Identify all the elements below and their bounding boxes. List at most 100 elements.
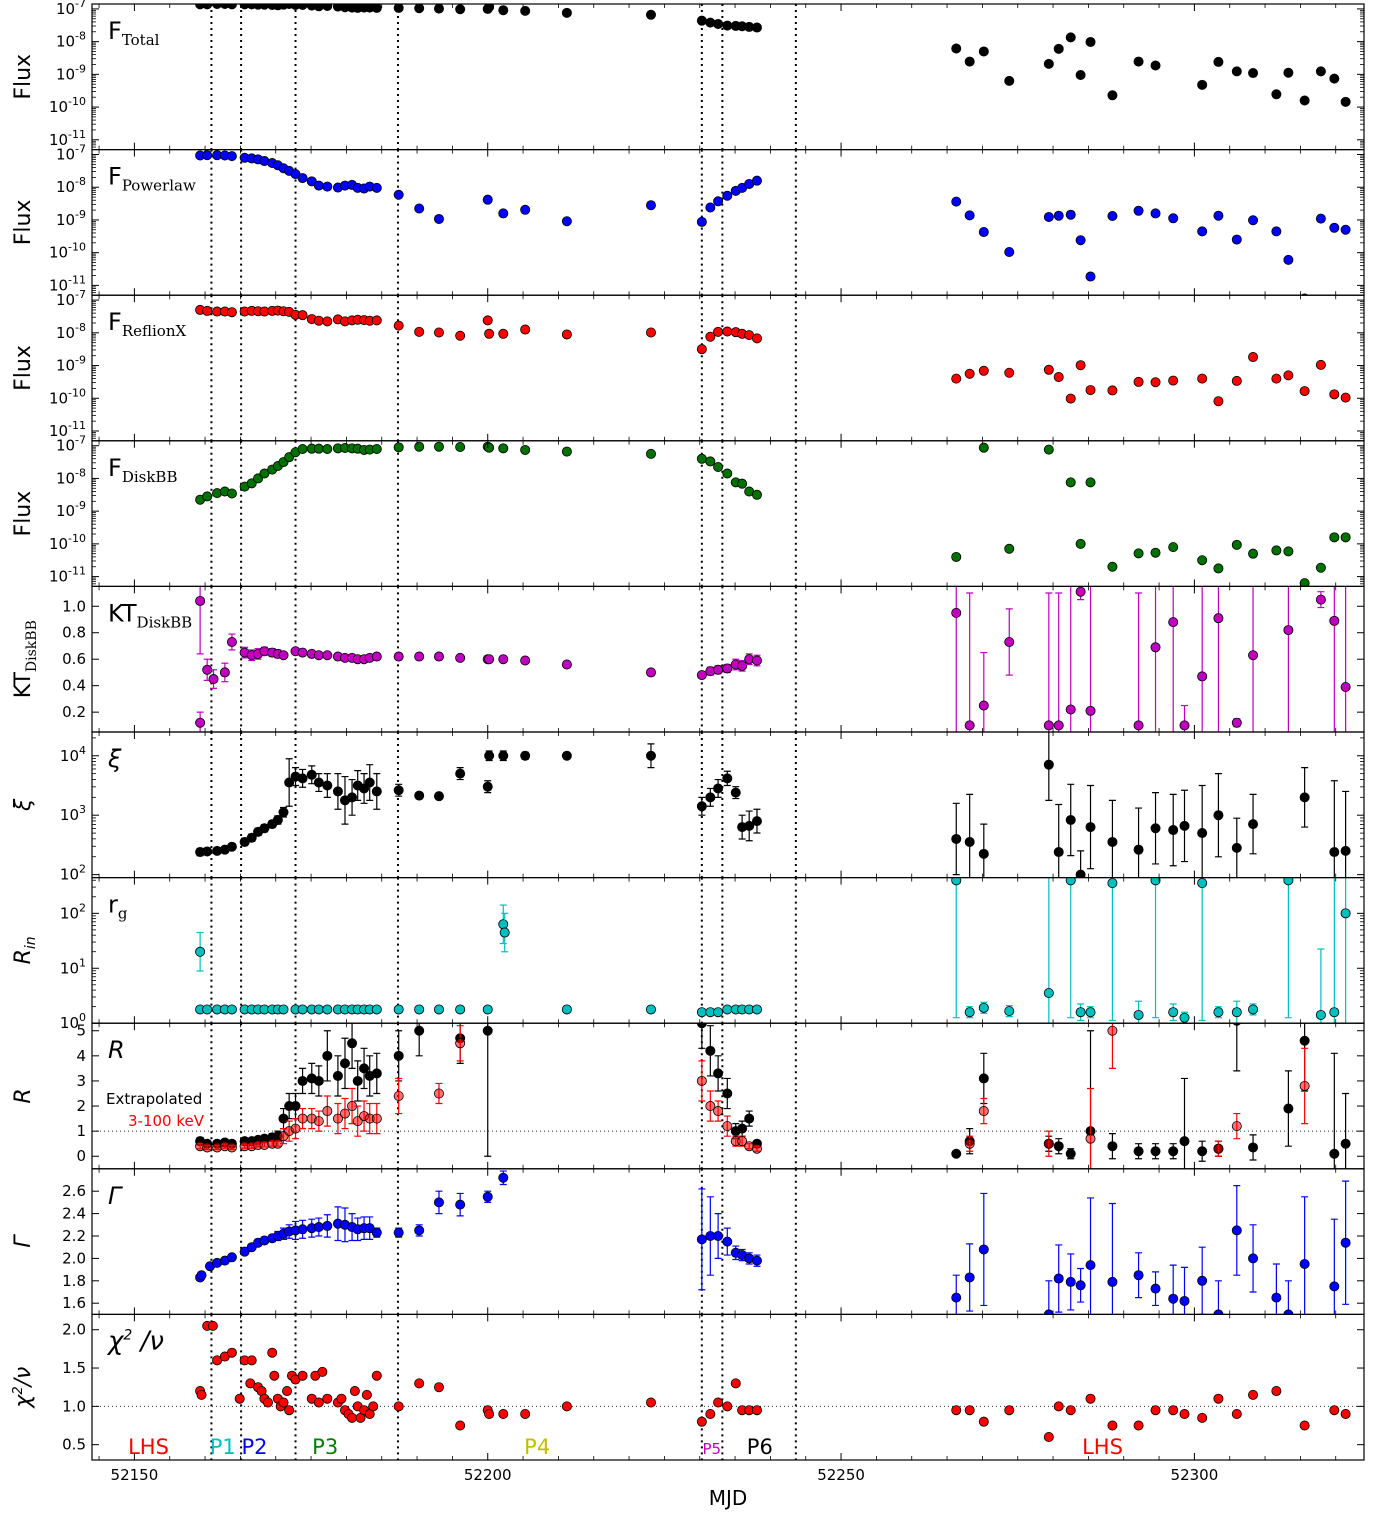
data-layer [195, 150, 1351, 296]
panel-annotation: FDiskBB [108, 454, 177, 486]
data-point [498, 328, 509, 339]
data-point [313, 180, 324, 191]
data-point [246, 1355, 257, 1366]
y-axis-label: Γ [11, 1234, 36, 1248]
data-point [1168, 1405, 1179, 1416]
data-point [393, 785, 404, 796]
y-axis-label: ξ [11, 798, 36, 812]
y-tick-label: 2.2 [62, 1227, 86, 1245]
data-point [339, 1108, 350, 1119]
data-point [322, 650, 333, 661]
data-point [964, 1272, 975, 1283]
y-tick-label: 104 [60, 744, 86, 765]
data-point [455, 1420, 466, 1431]
data-point [1340, 1409, 1351, 1420]
data-point [1085, 822, 1096, 833]
data-point [1329, 1148, 1340, 1159]
data-point [951, 1405, 962, 1416]
data-point [202, 150, 213, 161]
data-point [1075, 235, 1086, 246]
data-point [1043, 364, 1054, 375]
data-point [313, 1222, 324, 1233]
data-point [951, 877, 962, 886]
y-tick-label: 10-11 [49, 419, 86, 440]
panel-annotation: R [108, 1036, 125, 1064]
data-point [1133, 1009, 1144, 1020]
data-point [1043, 759, 1054, 770]
data-point [1248, 548, 1259, 559]
data-point [1231, 234, 1242, 245]
data-point [297, 443, 308, 454]
data-point [306, 769, 317, 780]
y-tick-label: 10-9 [56, 208, 86, 229]
data-point [1004, 543, 1015, 554]
data-point [520, 324, 531, 335]
data-point [1085, 271, 1096, 282]
data-point [1340, 1237, 1351, 1248]
data-point [1248, 1253, 1259, 1264]
phase-label: P5 [702, 1440, 721, 1458]
data-point [1065, 32, 1076, 43]
y-tick-label: 10-9 [56, 354, 86, 375]
data-point [433, 1382, 444, 1393]
data-point [455, 1038, 466, 1049]
panel-annotation: Γ [108, 1182, 123, 1210]
data-point [202, 1142, 213, 1153]
y-tick-label: 2.6 [62, 1182, 86, 1200]
data-point [1231, 539, 1242, 550]
data-point [713, 1068, 724, 1079]
extra-label-energy-band: 3-100 keV [128, 1112, 205, 1130]
data-point [1283, 546, 1294, 557]
y-tick-label: 10-8 [56, 175, 86, 196]
data-point [484, 1409, 495, 1420]
y-tick-label: 10-10 [49, 532, 86, 553]
phase-label: P6 [747, 1435, 773, 1459]
data-point [1213, 1143, 1224, 1154]
data-point [313, 1004, 324, 1015]
y-tick-label: 10-11 [49, 273, 86, 294]
data-point [313, 1116, 324, 1127]
data-point [1179, 1012, 1190, 1023]
data-point [561, 750, 572, 761]
data-point [1283, 1103, 1294, 1114]
data-point [393, 4, 404, 13]
data-point [751, 1405, 762, 1416]
data-point [1283, 254, 1294, 265]
data-point [964, 210, 975, 221]
data-point [737, 660, 748, 671]
data-point [484, 328, 495, 339]
data-point [751, 489, 762, 500]
data-point [322, 1220, 333, 1231]
data-point [1085, 385, 1096, 396]
data-point [322, 316, 333, 327]
panel-frame [91, 1313, 1365, 1461]
data-point [722, 1121, 733, 1132]
data-point [722, 773, 733, 784]
data-layer [195, 1170, 1351, 1315]
data-point [1075, 586, 1086, 597]
data-point [1248, 819, 1259, 830]
data-point [1150, 60, 1161, 71]
data-point [371, 182, 382, 193]
data-point [371, 443, 382, 454]
y-tick-label: 1.8 [62, 1272, 86, 1290]
data-point [195, 595, 206, 606]
data-point [433, 327, 444, 338]
data-point [482, 1191, 493, 1202]
y-tick-label: 10-8 [56, 30, 86, 51]
data-point [1053, 371, 1064, 382]
data-point [1065, 1148, 1076, 1159]
data-point [282, 1386, 293, 1397]
data-point [951, 373, 962, 384]
data-point [713, 664, 724, 675]
panel-annotation: ξ [107, 745, 122, 773]
series-f-reflionx [195, 304, 1351, 407]
data-point [1248, 352, 1259, 363]
data-point [1004, 75, 1015, 86]
data-point [322, 780, 333, 791]
data-point [744, 1113, 755, 1124]
data-point [751, 22, 762, 33]
data-point [1043, 212, 1054, 223]
data-point [520, 655, 531, 666]
panel-f_powerlaw: 10-7 10-8 10-9 10-10 10-11 Flux FPowerlaw [11, 143, 1365, 296]
